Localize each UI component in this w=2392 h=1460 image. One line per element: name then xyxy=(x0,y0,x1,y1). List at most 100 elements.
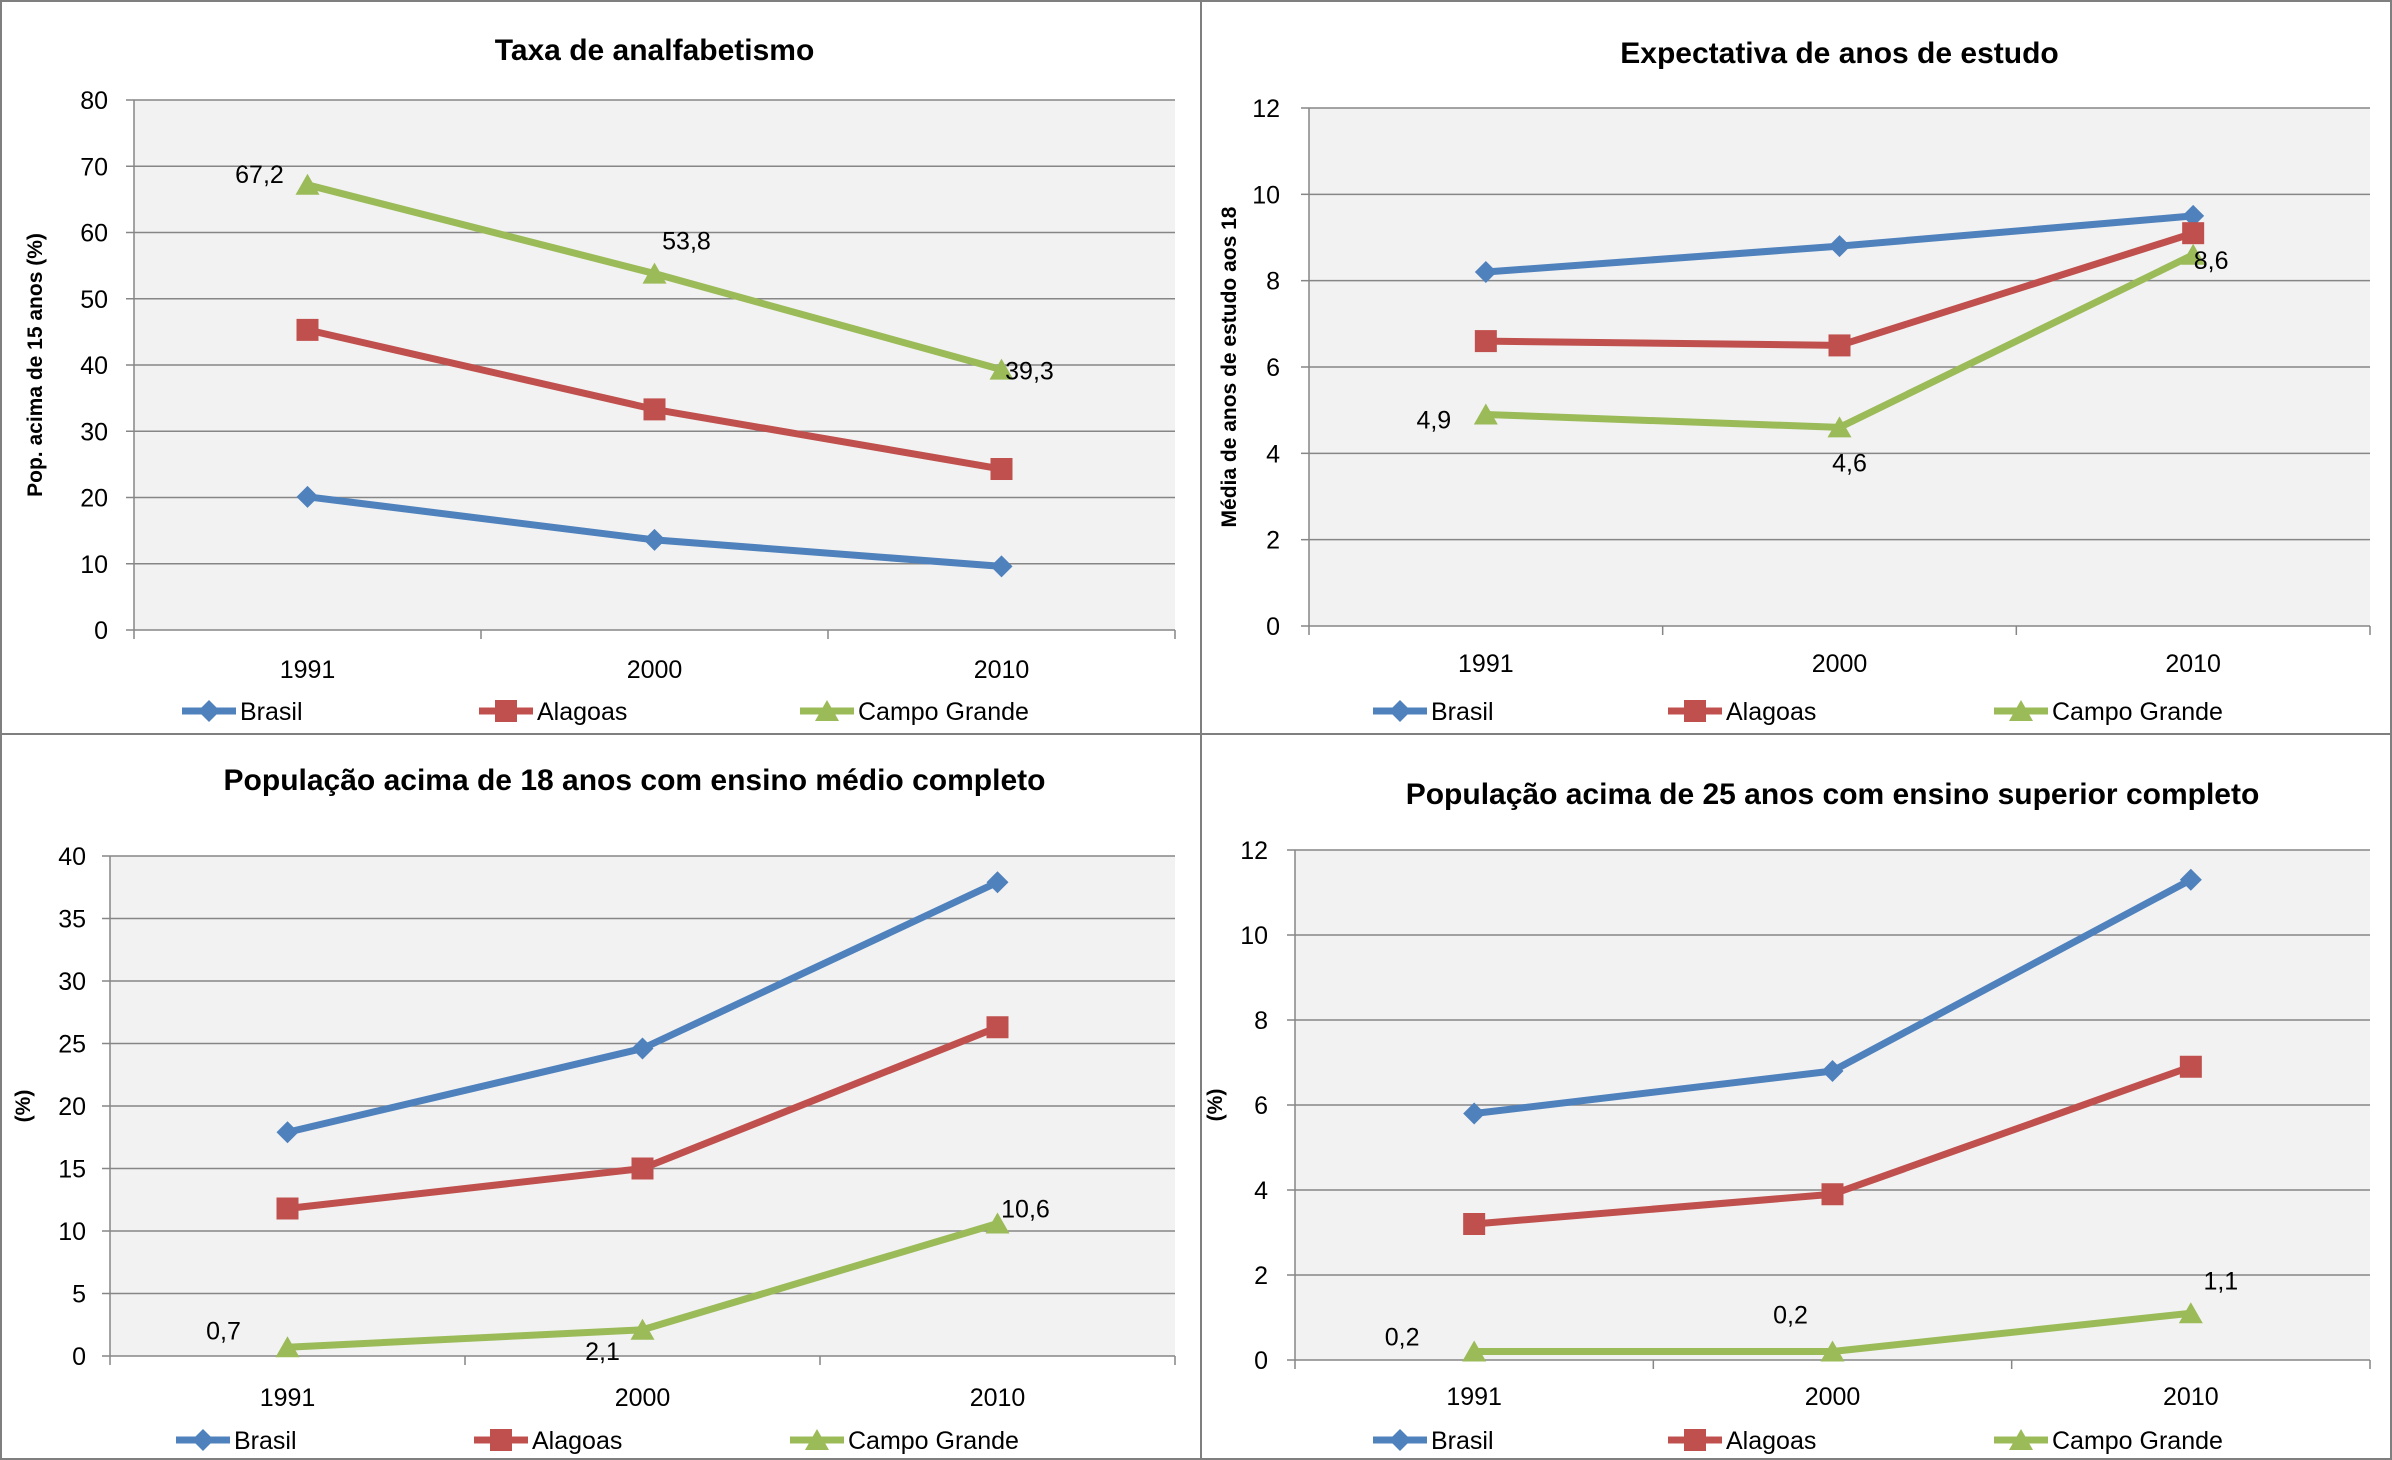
data-point-marker xyxy=(1828,334,1851,357)
legend-item-brasil: Brasil xyxy=(1373,1427,1494,1455)
x-tick-label: 2010 xyxy=(970,1384,1026,1412)
data-label: 4,9 xyxy=(1416,406,1451,434)
y-tick-label: 0 xyxy=(1266,613,1280,641)
y-tick-label: 6 xyxy=(1266,354,1280,382)
data-point-marker xyxy=(1820,1340,1845,1362)
chart-panel-3: População acima de 18 anos com ensino mé… xyxy=(12,764,1176,1455)
series-brasil xyxy=(1474,204,2205,284)
series-campo-grande xyxy=(295,173,1014,380)
y-tick-label: 80 xyxy=(80,87,108,115)
x-tick-label: 2000 xyxy=(615,1384,671,1412)
legend-marker xyxy=(805,1429,829,1450)
legend-label: Brasil xyxy=(240,698,303,726)
y-tick-label: 12 xyxy=(1240,837,1268,865)
series-brasil xyxy=(276,871,1009,1144)
y-tick-label: 10 xyxy=(1240,922,1268,950)
data-label: 2,1 xyxy=(585,1338,620,1366)
x-tick-label: 1991 xyxy=(1446,1383,1502,1411)
data-label: 10,6 xyxy=(1001,1196,1050,1224)
data-point-marker xyxy=(989,358,1014,380)
y-axis-label: (%) xyxy=(1204,1089,1227,1122)
data-label: 8,6 xyxy=(2194,247,2229,275)
legend-label: Brasil xyxy=(1431,698,1494,726)
y-tick-label: 50 xyxy=(80,286,108,314)
y-axis-label: Pop. acima de 15 anos (%) xyxy=(24,233,47,497)
data-point-marker xyxy=(2182,222,2205,245)
legend-item-brasil: Brasil xyxy=(182,698,303,726)
y-tick-label: 2 xyxy=(1266,527,1280,555)
legend-label: Campo Grande xyxy=(2052,1427,2223,1455)
y-tick-label: 4 xyxy=(1266,440,1280,468)
data-point-marker xyxy=(1474,261,1497,284)
legend-label: Alagoas xyxy=(537,698,627,726)
chart-title: População acima de 18 anos com ensino mé… xyxy=(224,764,1046,797)
data-point-marker xyxy=(990,555,1013,578)
data-point-marker xyxy=(296,485,319,508)
y-tick-label: 8 xyxy=(1266,268,1280,296)
chart-panel-4: População acima de 25 anos com ensino su… xyxy=(1204,778,2371,1455)
y-tick-label: 15 xyxy=(58,1156,86,1184)
data-point-marker xyxy=(631,1157,654,1180)
data-point-marker xyxy=(1463,1102,1486,1125)
data-label: 67,2 xyxy=(235,161,284,189)
data-point-marker xyxy=(1821,1183,1844,1206)
y-tick-label: 35 xyxy=(58,906,86,934)
legend-item-alagoas: Alagoas xyxy=(474,1427,622,1455)
legend-item-alagoas: Alagoas xyxy=(479,698,627,726)
legend-label: Alagoas xyxy=(532,1427,622,1455)
chart-title: Taxa de analfabetismo xyxy=(495,34,815,67)
data-point-marker xyxy=(1821,1060,1844,1082)
data-point-marker xyxy=(1474,330,1497,353)
legend-marker xyxy=(815,700,839,721)
data-point-marker xyxy=(1827,416,1852,438)
x-tick-label: 2000 xyxy=(627,656,683,684)
data-point-marker xyxy=(986,871,1009,894)
data-point-marker xyxy=(295,173,320,195)
x-tick-label: 2000 xyxy=(1812,650,1868,678)
data-point-marker xyxy=(276,1197,299,1220)
y-tick-label: 2 xyxy=(1254,1262,1268,1290)
y-tick-label: 10 xyxy=(58,1218,86,1246)
y-tick-label: 30 xyxy=(80,418,108,446)
series-brasil xyxy=(296,485,1013,578)
data-point-marker xyxy=(1463,1213,1486,1235)
legend-marker xyxy=(2009,1429,2033,1450)
y-tick-label: 70 xyxy=(80,153,108,181)
data-point-marker xyxy=(643,398,666,421)
y-tick-label: 40 xyxy=(80,352,108,380)
data-point-marker xyxy=(275,1336,300,1358)
data-point-marker xyxy=(985,1212,1010,1234)
legend-item-campo-grande: Campo Grande xyxy=(1994,1427,2223,1455)
legend-marker xyxy=(1389,1429,1411,1451)
x-tick-label: 2010 xyxy=(2163,1383,2219,1411)
y-tick-label: 0 xyxy=(72,1343,86,1371)
legend: Brasil Alagoas Campo Grande xyxy=(1373,1427,2223,1455)
y-tick-label: 8 xyxy=(1254,1007,1268,1035)
y-tick-label: 20 xyxy=(80,485,108,513)
chart-panel-2: Expectativa de anos de estudo 0 2 4 6 8 10 12 19… xyxy=(1218,37,2371,726)
y-tick-label: 5 xyxy=(72,1281,86,1309)
series-brasil xyxy=(1463,868,2202,1125)
series-campo-grande xyxy=(1473,243,2206,438)
data-point-marker xyxy=(276,1121,299,1144)
series-campo-grande xyxy=(1462,1302,2203,1362)
data-point-marker xyxy=(642,262,667,284)
x-tick-label: 1991 xyxy=(1458,650,1514,678)
data-label: 53,8 xyxy=(662,228,711,256)
y-tick-label: 30 xyxy=(58,968,86,996)
legend-item-alagoas: Alagoas xyxy=(1668,698,1816,726)
legend-item-campo-grande: Campo Grande xyxy=(1994,698,2223,726)
legend-label: Alagoas xyxy=(1726,1427,1816,1455)
x-tick-label: 2000 xyxy=(1805,1383,1861,1411)
data-point-marker xyxy=(2179,1055,2202,1078)
y-tick-label: 0 xyxy=(1254,1347,1268,1375)
data-label: 4,6 xyxy=(1832,449,1867,477)
data-point-marker xyxy=(1473,403,1498,425)
legend-item-brasil: Brasil xyxy=(176,1427,297,1455)
series-alagoas xyxy=(1474,222,2205,357)
y-tick-label: 20 xyxy=(58,1093,86,1121)
data-point-marker xyxy=(296,318,319,341)
data-point-marker xyxy=(630,1318,655,1340)
series-alagoas xyxy=(276,1016,1009,1220)
